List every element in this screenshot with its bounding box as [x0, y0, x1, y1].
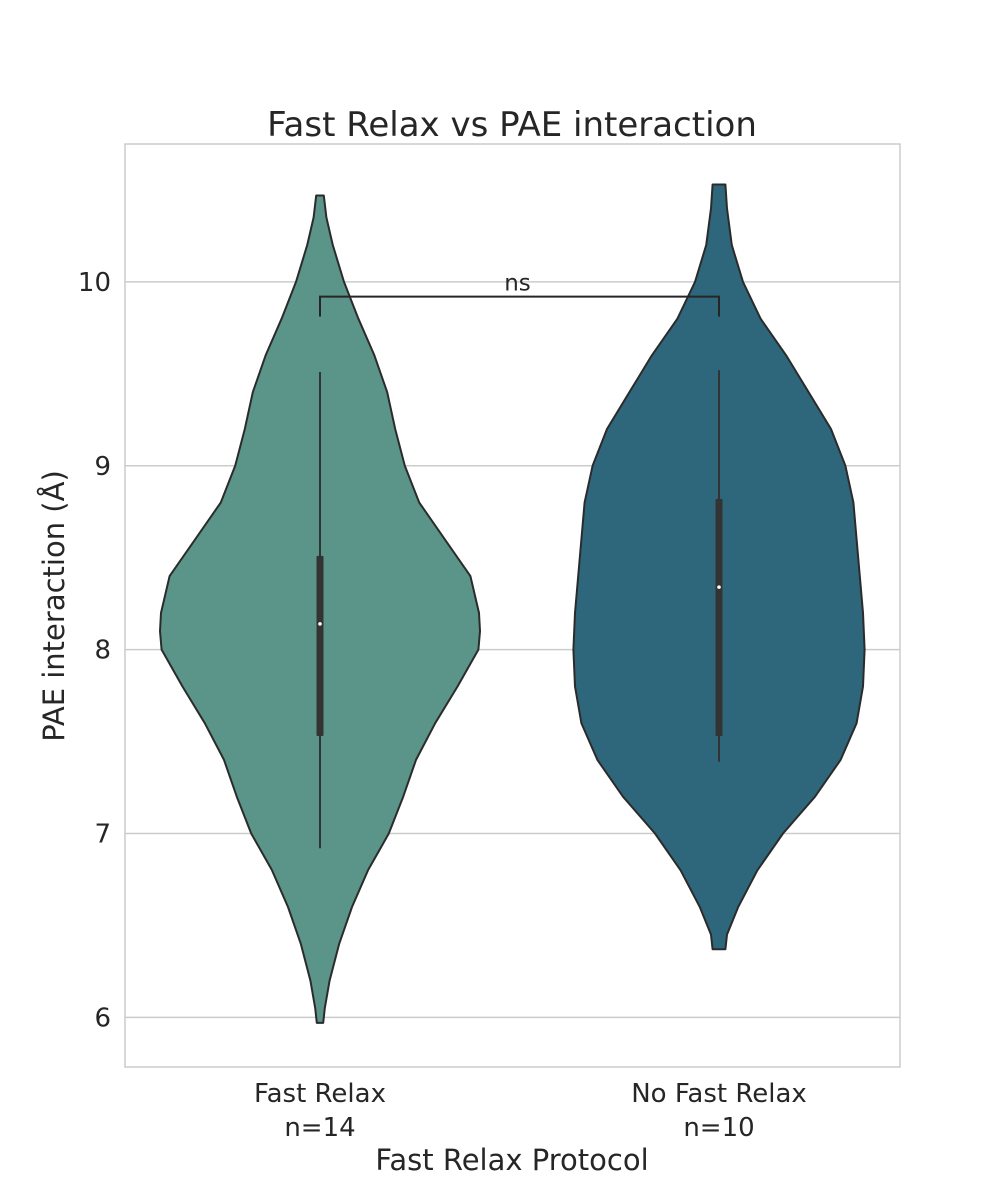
y-tick-label: 7	[94, 819, 111, 849]
y-tick-label: 10	[78, 268, 111, 298]
chart-title: Fast Relax vs PAE interaction	[267, 105, 757, 145]
y-tick-label: 8	[94, 636, 111, 666]
x-tick-labels: Fast Relax n=14 No Fast Relax n=10	[254, 1079, 807, 1143]
y-tick-labels: 6 7 8 9 10	[78, 268, 111, 1033]
y-tick-label: 9	[94, 452, 111, 482]
x-tick-count-label: n=14	[284, 1113, 355, 1143]
y-axis-label: PAE interaction (Å)	[37, 470, 71, 742]
violin-iqr-box	[715, 498, 723, 737]
significance-label: ns	[504, 271, 531, 297]
x-tick-label: Fast Relax	[254, 1079, 386, 1109]
x-tick-label: No Fast Relax	[631, 1079, 807, 1109]
violin-iqr-box	[316, 555, 324, 737]
x-tick-count-label: n=10	[683, 1113, 754, 1143]
violin-layer	[159, 183, 866, 1024]
significance-bracket	[319, 295, 720, 317]
y-tick-label: 6	[94, 1003, 111, 1033]
annotation-layer: ns	[319, 271, 720, 317]
x-axis-label: Fast Relax Protocol	[375, 1143, 648, 1177]
plot-frame	[124, 143, 901, 1068]
violin-median-point	[318, 622, 322, 626]
violin-median-point	[717, 585, 721, 589]
